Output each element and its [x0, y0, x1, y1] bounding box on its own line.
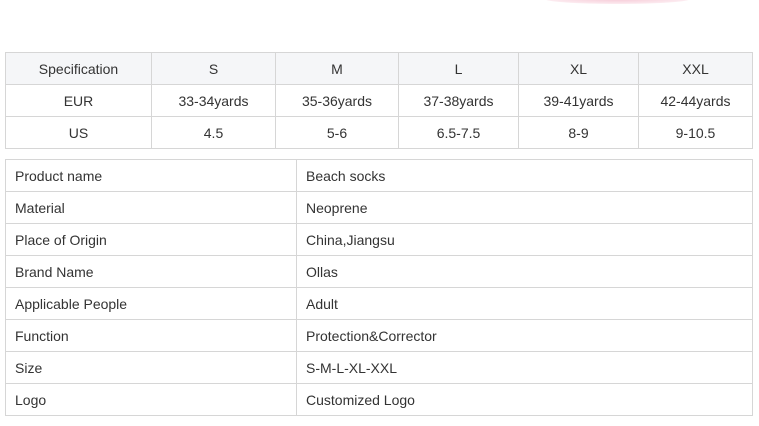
table-row: Place of Origin China,Jiangsu	[5, 223, 753, 256]
cell: 4.5	[151, 116, 276, 149]
spec-value: S-M-L-XL-XXL	[296, 351, 753, 384]
cell: EUR	[5, 84, 152, 117]
header-cell: Specification	[5, 52, 152, 85]
spec-label: Brand Name	[5, 255, 297, 288]
spec-value: China,Jiangsu	[296, 223, 753, 256]
table-row: Product name Beach socks	[5, 159, 753, 192]
table-row: Brand Name Ollas	[5, 255, 753, 288]
spec-value: Protection&Corrector	[296, 319, 753, 352]
table-row: Material Neoprene	[5, 191, 753, 224]
spec-value: Customized Logo	[296, 383, 753, 416]
spec-label: Product name	[5, 159, 297, 192]
cell: 5-6	[275, 116, 399, 149]
table-row: Function Protection&Corrector	[5, 319, 753, 352]
header-cell: M	[275, 52, 399, 85]
product-image-edge	[545, 0, 690, 4]
spec-label: Applicable People	[5, 287, 297, 320]
spec-label: Size	[5, 351, 297, 384]
spec-value: Neoprene	[296, 191, 753, 224]
header-cell: XL	[518, 52, 639, 85]
cell: US	[5, 116, 152, 149]
cell: 42-44yards	[638, 84, 753, 117]
spec-label: Place of Origin	[5, 223, 297, 256]
cell: 39-41yards	[518, 84, 639, 117]
cell: 8-9	[518, 116, 639, 149]
table-row: Size S-M-L-XL-XXL	[5, 351, 753, 384]
header-cell: XXL	[638, 52, 753, 85]
spec-label: Material	[5, 191, 297, 224]
table-row: Applicable People Adult	[5, 287, 753, 320]
spec-label: Function	[5, 319, 297, 352]
spec-value: Adult	[296, 287, 753, 320]
cell: 33-34yards	[151, 84, 276, 117]
size-chart-table: Specification S M L XL XXL EUR 33-34yard…	[5, 52, 753, 149]
cell: 37-38yards	[398, 84, 519, 117]
cell: 35-36yards	[275, 84, 399, 117]
cell: 9-10.5	[638, 116, 753, 149]
table-row: Logo Customized Logo	[5, 383, 753, 416]
table-row: EUR 33-34yards 35-36yards 37-38yards 39-…	[5, 84, 753, 117]
spec-value: Ollas	[296, 255, 753, 288]
table-row: US 4.5 5-6 6.5-7.5 8-9 9-10.5	[5, 116, 753, 149]
cell: 6.5-7.5	[398, 116, 519, 149]
spec-label: Logo	[5, 383, 297, 416]
size-header-row: Specification S M L XL XXL	[5, 52, 753, 85]
header-cell: S	[151, 52, 276, 85]
header-cell: L	[398, 52, 519, 85]
product-spec-table: Product name Beach socks Material Neoprene P…	[5, 159, 753, 416]
spec-value: Beach socks	[296, 159, 753, 192]
